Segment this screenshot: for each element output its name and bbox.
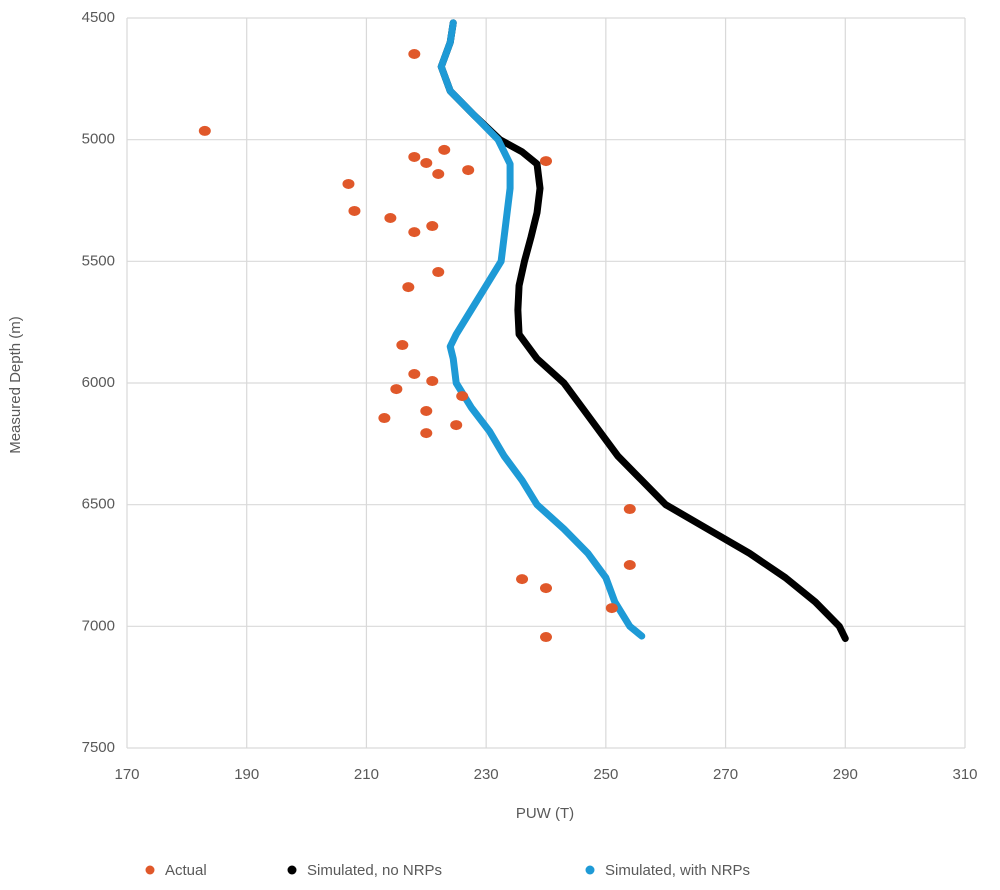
scatter-point: [450, 420, 463, 431]
scatter-point: [456, 391, 469, 402]
series-line: [437, 19, 646, 640]
scatter-point: [390, 384, 403, 395]
scatter-point: [432, 168, 445, 179]
legend-marker: [585, 865, 595, 875]
y-tick-label: 6000: [82, 374, 115, 391]
scatter-point: [540, 583, 552, 594]
scatter-point: [402, 282, 415, 293]
x-tick-label: 270: [713, 766, 738, 783]
scatter-point: [516, 574, 529, 585]
x-tick-label: 290: [833, 766, 858, 783]
legend-label: Actual: [165, 862, 207, 879]
x-tick-label: 230: [474, 766, 499, 783]
scatter-point: [426, 376, 439, 387]
y-tick-label: 5000: [82, 131, 115, 148]
x-axis-label: PUW (T): [516, 805, 574, 822]
scatter-point: [438, 144, 451, 155]
scatter-point: [378, 413, 391, 424]
scatter-point: [408, 151, 421, 162]
scatter-point: [540, 632, 552, 643]
y-tick-label: 6500: [82, 496, 115, 513]
y-tick-label: 4500: [82, 9, 115, 26]
scatter-point: [342, 178, 355, 189]
scatter-point: [432, 267, 445, 278]
scatter-point: [623, 560, 636, 571]
legend-marker: [145, 865, 155, 875]
x-tick-label: 250: [593, 766, 618, 783]
legend-label: Simulated, with NRPs: [605, 862, 750, 879]
scatter-point: [408, 368, 421, 379]
x-tick-label: 210: [354, 766, 379, 783]
scatter-point: [420, 158, 433, 169]
x-tick-label: 170: [114, 766, 139, 783]
legend-marker: [287, 865, 297, 875]
scatter-point: [426, 221, 439, 232]
x-tick-label: 310: [952, 766, 977, 783]
scatter-point: [408, 227, 421, 238]
legend-label: Simulated, no NRPs: [307, 862, 442, 879]
scatter-point: [384, 213, 397, 224]
scatter-point: [420, 428, 433, 439]
scatter-point: [198, 125, 211, 136]
scatter-point: [420, 405, 433, 416]
y-tick-label: 7000: [82, 617, 115, 634]
scatter-point: [396, 340, 409, 351]
scatter-point: [605, 603, 618, 614]
scatter-point: [623, 504, 636, 515]
x-tick-label: 190: [234, 766, 259, 783]
series-line: [437, 19, 849, 642]
scatter-point: [540, 156, 552, 167]
scatter-point: [348, 205, 361, 216]
y-tick-label: 5500: [82, 252, 115, 269]
scatter-point: [408, 49, 421, 60]
y-axis-label: Measured Depth (m): [7, 316, 24, 454]
scatter-point: [462, 165, 475, 176]
y-tick-label: 7500: [82, 739, 115, 756]
